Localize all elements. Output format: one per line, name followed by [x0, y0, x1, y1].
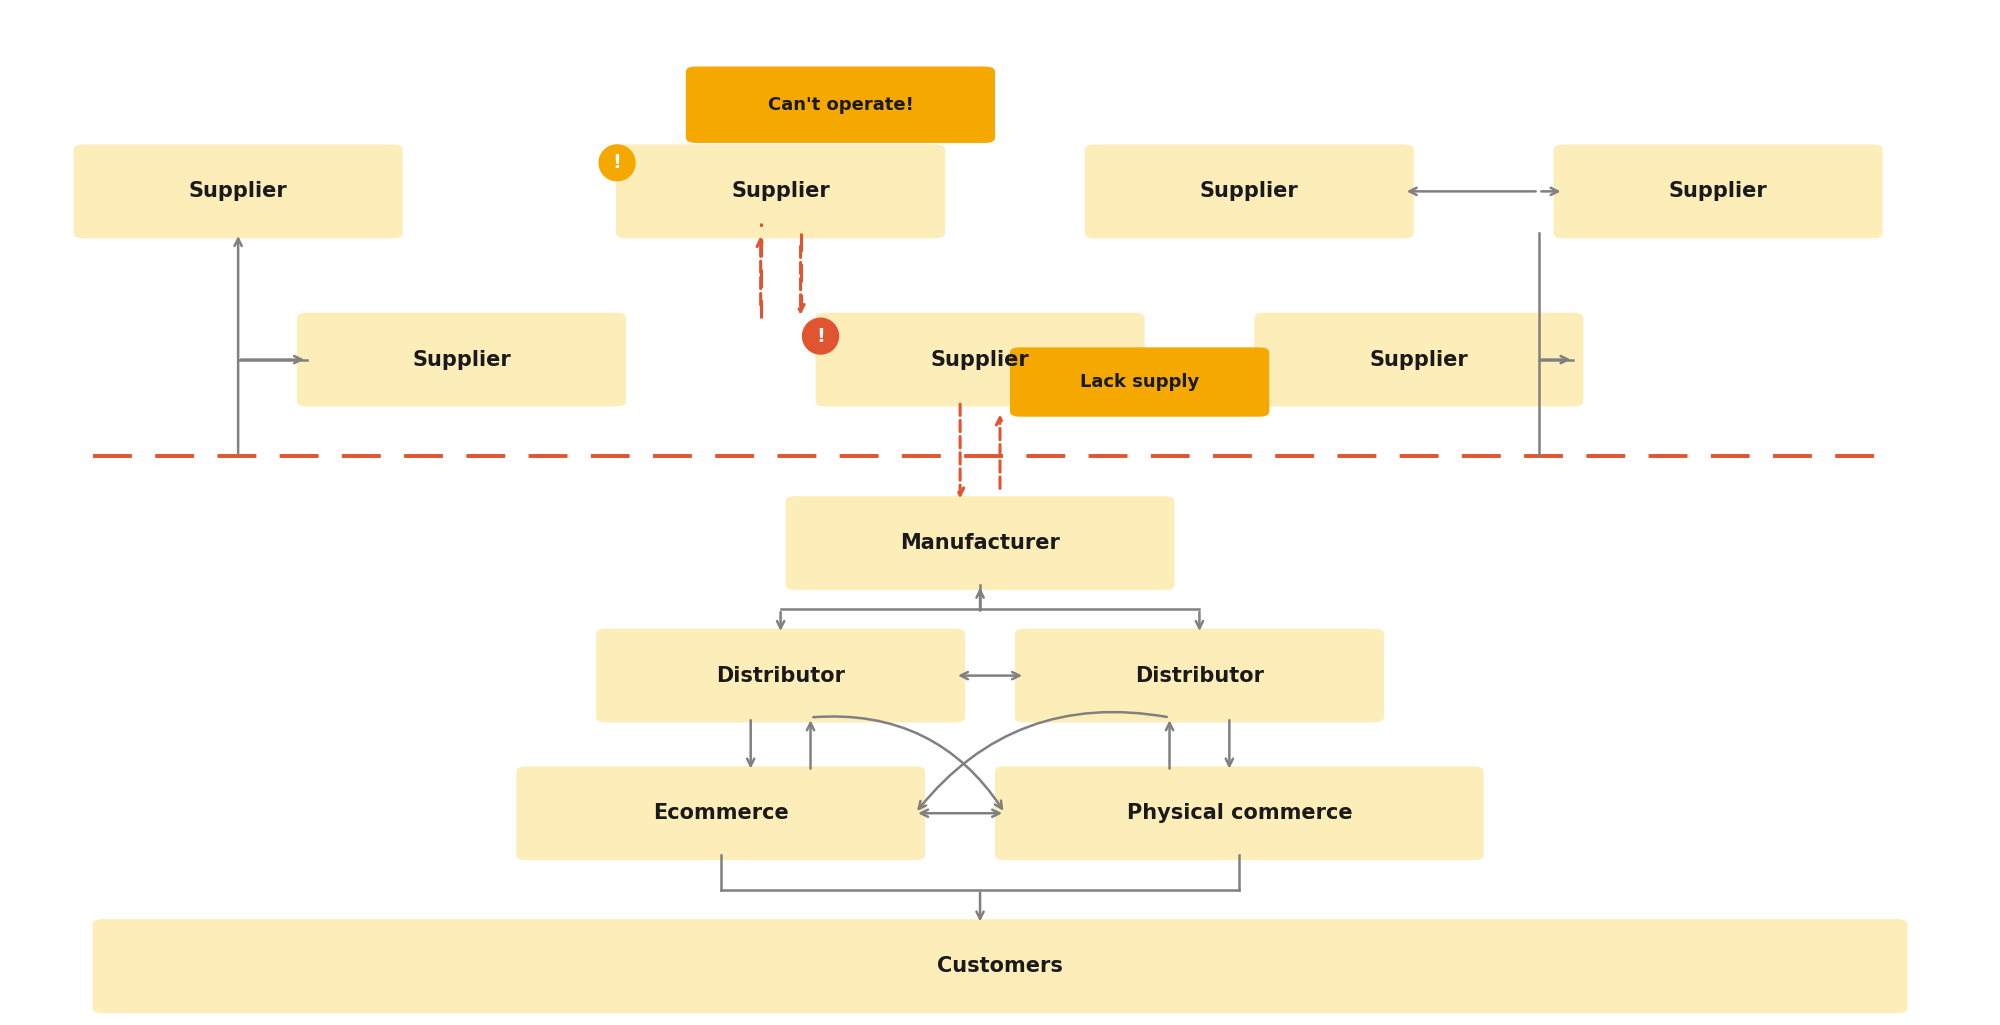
- FancyBboxPatch shape: [1554, 145, 1882, 238]
- Text: Lack supply: Lack supply: [1080, 373, 1200, 391]
- Text: Distributor: Distributor: [716, 665, 846, 686]
- Ellipse shape: [600, 145, 636, 180]
- Text: Supplier: Supplier: [412, 350, 510, 370]
- FancyBboxPatch shape: [1014, 628, 1384, 723]
- FancyBboxPatch shape: [1010, 347, 1270, 417]
- Text: Distributor: Distributor: [1134, 665, 1264, 686]
- Text: Customers: Customers: [938, 956, 1062, 976]
- FancyBboxPatch shape: [1254, 313, 1584, 407]
- FancyBboxPatch shape: [686, 67, 996, 142]
- Text: Physical commerce: Physical commerce: [1126, 804, 1352, 823]
- Text: Supplier: Supplier: [930, 350, 1030, 370]
- Text: Supplier: Supplier: [1668, 181, 1768, 201]
- Text: Supplier: Supplier: [188, 181, 288, 201]
- FancyBboxPatch shape: [786, 496, 1174, 590]
- FancyBboxPatch shape: [296, 313, 626, 407]
- Text: Supplier: Supplier: [1200, 181, 1298, 201]
- FancyBboxPatch shape: [596, 628, 966, 723]
- Text: Can't operate!: Can't operate!: [768, 95, 914, 114]
- FancyBboxPatch shape: [74, 145, 402, 238]
- FancyBboxPatch shape: [516, 767, 926, 860]
- FancyBboxPatch shape: [816, 313, 1144, 407]
- Text: Manufacturer: Manufacturer: [900, 533, 1060, 554]
- Text: Supplier: Supplier: [1370, 350, 1468, 370]
- FancyBboxPatch shape: [92, 919, 1908, 1013]
- Text: Ecommerce: Ecommerce: [652, 804, 788, 823]
- Text: !: !: [612, 154, 622, 172]
- FancyBboxPatch shape: [996, 767, 1484, 860]
- FancyBboxPatch shape: [616, 145, 946, 238]
- Ellipse shape: [802, 318, 838, 354]
- FancyBboxPatch shape: [1084, 145, 1414, 238]
- Text: !: !: [816, 327, 824, 345]
- Text: Supplier: Supplier: [732, 181, 830, 201]
